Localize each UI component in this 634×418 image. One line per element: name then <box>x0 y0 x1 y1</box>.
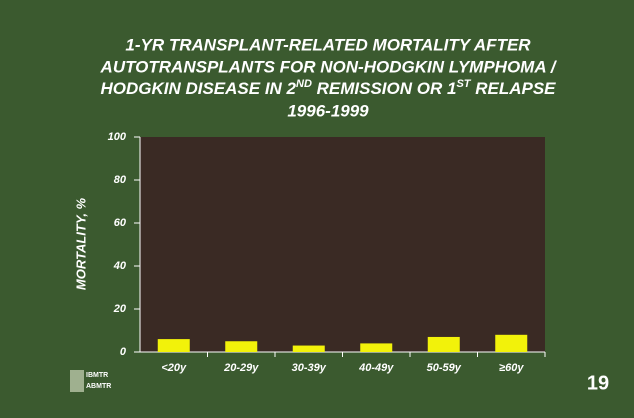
page-number: 19 <box>587 372 609 394</box>
y-tick-label: 40 <box>113 260 127 272</box>
x-tick-label: ≥60y <box>499 362 524 374</box>
title-line: AUTOTRANSPLANTS FOR NON-HODGKIN LYMPHOMA… <box>100 57 558 76</box>
x-tick-label: 20-29y <box>223 362 259 374</box>
bar <box>360 343 393 352</box>
bar <box>157 339 190 352</box>
title-part: RELAPSE <box>471 79 557 98</box>
y-tick-label: 80 <box>114 174 127 186</box>
bar <box>427 336 460 352</box>
y-tick-label: 20 <box>113 303 127 315</box>
logo: IBMTR ABMTR <box>70 370 111 392</box>
bar <box>495 334 528 352</box>
title-line: 1-YR TRANSPLANT-RELATED MORTALITY AFTER <box>125 35 531 54</box>
y-axis-label: MORTALITY, % <box>73 197 88 290</box>
title-line: 1996-1999 <box>287 101 369 120</box>
logo-text: IBMTR <box>86 372 108 379</box>
y-tick-label: 100 <box>108 131 127 143</box>
y-tick-label: 60 <box>114 217 127 229</box>
bar <box>292 345 325 352</box>
logo-icon <box>70 370 84 392</box>
title-part: REMISSION OR 1 <box>312 79 457 98</box>
title-sup: ND <box>296 78 312 90</box>
x-tick-label: <20y <box>161 362 187 374</box>
bar <box>225 341 258 352</box>
plot-area <box>140 137 545 352</box>
title-sup: ST <box>456 78 471 90</box>
title-line: HODGKIN DISEASE IN 2ND REMISSION OR 1ST … <box>100 78 556 99</box>
title-part: HODGKIN DISEASE IN 2 <box>100 79 296 98</box>
x-tick-label: 40-49y <box>358 362 394 374</box>
logo-text: ABMTR <box>86 383 111 390</box>
x-tick-label: 50-59y <box>427 362 462 374</box>
y-tick-label: 0 <box>120 346 127 358</box>
x-tick-label: 30-39y <box>292 362 327 374</box>
